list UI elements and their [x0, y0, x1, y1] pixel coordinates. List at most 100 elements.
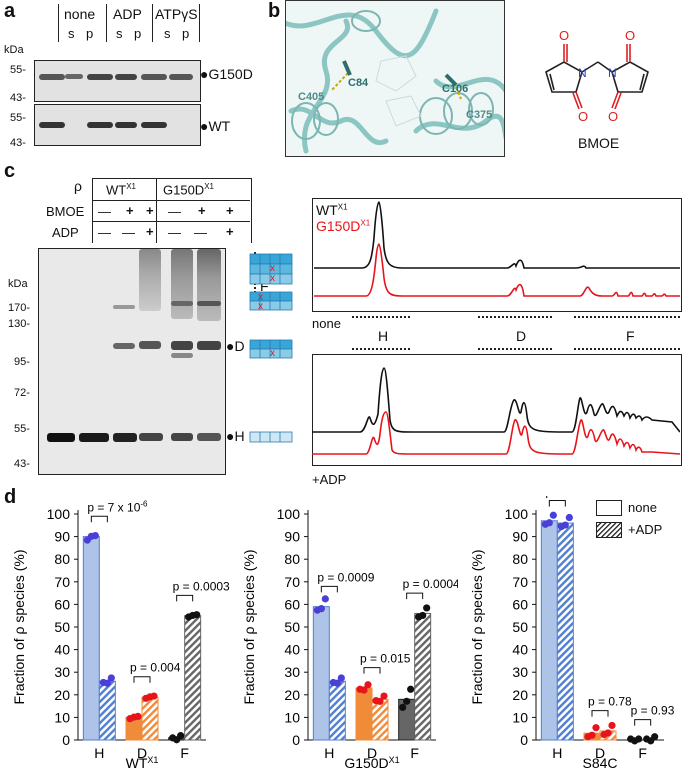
- panel-a-label: a: [4, 0, 16, 22]
- data-point-none: [635, 735, 643, 743]
- y-tick-label: 70: [512, 574, 528, 590]
- y-tick-label: 0: [292, 732, 300, 748]
- lane-label: p: [182, 26, 190, 41]
- y-tick-label: 10: [512, 709, 528, 725]
- y-tick-label: 80: [512, 551, 528, 567]
- y-tick-label: 40: [54, 642, 70, 658]
- data-point-adp: [561, 521, 569, 529]
- species-label-text: D: [234, 338, 245, 354]
- y-tick-label: 80: [284, 551, 300, 567]
- y-axis-label: Fraction of ρ species (%): [241, 549, 257, 704]
- residue-label: C375: [466, 109, 493, 121]
- header-row-divider: [92, 200, 250, 201]
- gel-band: [141, 74, 167, 80]
- bar-chart-s84c: Fraction of ρ species (%)100908070605040…: [469, 496, 675, 771]
- y-tick-label: 10: [284, 709, 300, 725]
- kda-title: kDa: [4, 44, 24, 56]
- y-tick-label: 30: [54, 664, 70, 680]
- gel-band: [197, 433, 221, 441]
- atom-n: N: [578, 66, 587, 80]
- legend-wt: WTX1: [316, 202, 348, 218]
- y-tick-label: 60: [54, 596, 70, 612]
- data-point-adp: [604, 729, 612, 737]
- data-point-none: [134, 712, 142, 720]
- gel-band: [87, 122, 113, 128]
- gel-smear: [139, 249, 161, 311]
- lane-group-header-none: none: [58, 4, 103, 42]
- bar-adp: [414, 612, 432, 741]
- p-value-bracket: [548, 499, 566, 507]
- lane-group-label: ADP: [113, 6, 142, 22]
- legend-box-adp: [596, 522, 622, 538]
- trace-species-f: F: [626, 328, 635, 344]
- y-tick-label: 70: [54, 574, 70, 590]
- marker-label: 130-: [8, 318, 31, 330]
- species-label-text: H: [234, 428, 245, 444]
- data-point-adp: [608, 721, 616, 730]
- lane-label: s: [68, 26, 75, 41]
- y-tick-label: 40: [284, 642, 300, 658]
- x-tick-label: F: [410, 745, 419, 761]
- lane-label: s: [164, 26, 171, 41]
- marker-label: 55-: [10, 64, 26, 76]
- chart-title-superscript: X1: [389, 755, 400, 765]
- data-point-none: [592, 724, 600, 732]
- p-value-bracket: [634, 719, 652, 726]
- data-point-none: [549, 511, 557, 519]
- bar-adp: [556, 522, 574, 741]
- gel-smear: [197, 249, 221, 321]
- data-point-none: [360, 686, 368, 694]
- data-point-adp: [333, 679, 341, 687]
- data-point-adp: [193, 611, 201, 619]
- gel-a-top: [34, 60, 201, 102]
- atom-o: O: [578, 109, 588, 124]
- svg-text:x: x: [270, 263, 275, 274]
- structure-image: C405 C84 C106 C375: [285, 0, 505, 157]
- atom-o: O: [608, 109, 618, 124]
- legend-box-none: [596, 500, 622, 516]
- gel-band: [169, 74, 193, 80]
- marker-label: 43-: [10, 137, 26, 149]
- y-tick-label: 60: [284, 596, 300, 612]
- gel-band: [141, 122, 167, 128]
- p-value-label: p = 0.78: [588, 695, 632, 709]
- species-label-d: ●D: [226, 338, 245, 354]
- y-tick-label: 50: [284, 619, 300, 635]
- trace-bracket-d: [478, 348, 552, 350]
- gel-band: [113, 433, 137, 442]
- trace-species-h: H: [378, 328, 389, 344]
- gel-smear: [171, 249, 193, 319]
- trace-plot-adp: [312, 367, 680, 455]
- marker-label: 95-: [14, 356, 30, 368]
- band-label-text: WT: [208, 118, 231, 134]
- data-point-none: [321, 595, 329, 603]
- data-point-adp: [380, 692, 388, 700]
- x-tick-label: H: [324, 745, 334, 761]
- trace-label-adp: +ADP: [312, 472, 347, 487]
- lane-group-label: ATPγS: [155, 6, 198, 22]
- panel-c-header: ρ WTX1 G150DX1 BMOE ADP — + + — + + — — …: [46, 178, 252, 248]
- gel-band: [113, 305, 135, 309]
- row-label-bmoe: BMOE: [46, 204, 85, 219]
- gel-band: [87, 74, 113, 80]
- adp-sign: —: [168, 225, 181, 240]
- gel-band: [113, 343, 135, 349]
- data-point-none: [317, 605, 325, 613]
- bar-chart-g150d: Fraction of ρ species (%)100908070605040…: [241, 506, 458, 771]
- bmoe-sign: +: [226, 203, 234, 218]
- bar-none: [312, 606, 330, 741]
- header-wt-sup: X1: [126, 182, 137, 191]
- y-tick-label: 20: [284, 687, 300, 703]
- kda-title: kDa: [8, 278, 28, 290]
- p-value-label: p = 0.004: [130, 661, 181, 675]
- gel-band: [47, 433, 75, 442]
- p-value-label: p = 0.0004: [403, 577, 458, 591]
- panel-c-label: c: [4, 160, 16, 182]
- row-label-adp: ADP: [52, 225, 79, 240]
- y-tick-label: 30: [284, 664, 300, 680]
- legend-adp-label: +ADP: [628, 522, 663, 537]
- y-tick-label: 70: [284, 574, 300, 590]
- header-g150d-text: G150D: [163, 182, 205, 198]
- bmoe-sign: —: [168, 204, 181, 219]
- band-label-wt: ●WT: [200, 118, 231, 134]
